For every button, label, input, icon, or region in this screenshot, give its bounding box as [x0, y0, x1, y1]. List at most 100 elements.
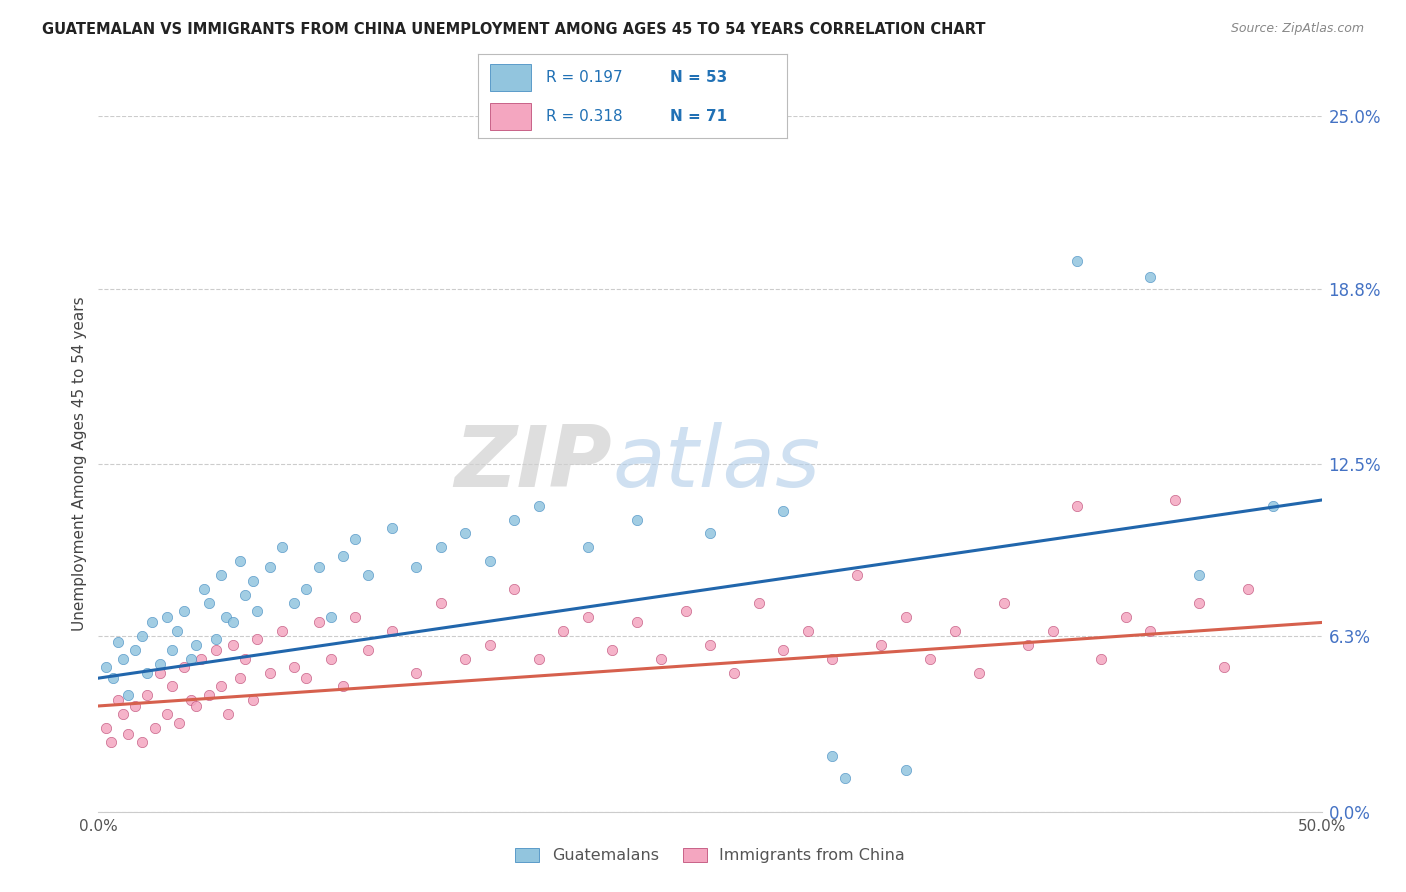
Point	[160, 643, 183, 657]
Point	[233, 588, 256, 602]
Point	[1066, 253, 1088, 268]
Point	[131, 629, 153, 643]
Point	[246, 632, 269, 647]
Point	[993, 596, 1015, 610]
Point	[845, 568, 868, 582]
Point	[94, 721, 117, 735]
Point	[156, 610, 179, 624]
Point	[381, 521, 404, 535]
Point	[332, 680, 354, 694]
Point	[454, 526, 477, 541]
Point	[190, 651, 212, 665]
Point	[1066, 499, 1088, 513]
Point	[186, 698, 208, 713]
Point	[107, 635, 129, 649]
Point	[454, 651, 477, 665]
Point	[870, 638, 893, 652]
Point	[242, 574, 264, 588]
Text: N = 53: N = 53	[669, 70, 727, 85]
Point	[626, 512, 648, 526]
Point	[222, 638, 245, 652]
Point	[197, 688, 219, 702]
Y-axis label: Unemployment Among Ages 45 to 54 years: Unemployment Among Ages 45 to 54 years	[72, 296, 87, 632]
Point	[319, 610, 342, 624]
Point	[295, 582, 318, 596]
Point	[160, 680, 183, 694]
Point	[405, 665, 427, 680]
Point	[1115, 610, 1137, 624]
Point	[553, 624, 575, 638]
Point	[405, 559, 427, 574]
Point	[101, 671, 124, 685]
Point	[430, 541, 453, 555]
Point	[1188, 568, 1211, 582]
Point	[503, 582, 526, 596]
Point	[186, 638, 208, 652]
Point	[141, 615, 163, 630]
Point	[600, 643, 623, 657]
Point	[894, 763, 917, 777]
Point	[283, 660, 305, 674]
Point	[967, 665, 990, 680]
Point	[295, 671, 318, 685]
Point	[920, 651, 942, 665]
Point	[217, 707, 239, 722]
Point	[1164, 493, 1187, 508]
Point	[308, 559, 330, 574]
Point	[143, 721, 166, 735]
Legend: Guatemalans, Immigrants from China: Guatemalans, Immigrants from China	[509, 841, 911, 870]
Point	[117, 688, 139, 702]
Point	[259, 665, 281, 680]
Point	[748, 596, 770, 610]
Point	[626, 615, 648, 630]
Point	[136, 665, 159, 680]
Text: ZIP: ZIP	[454, 422, 612, 506]
Point	[381, 624, 404, 638]
Point	[283, 596, 305, 610]
Point	[229, 554, 252, 568]
Point	[270, 624, 294, 638]
Point	[430, 596, 453, 610]
Point	[503, 512, 526, 526]
Point	[107, 693, 129, 707]
Point	[180, 651, 202, 665]
Point	[821, 749, 844, 764]
Point	[344, 610, 367, 624]
Point	[834, 772, 856, 786]
Point	[94, 660, 117, 674]
Point	[894, 610, 917, 624]
Point	[193, 582, 215, 596]
Point	[136, 688, 159, 702]
Point	[270, 541, 294, 555]
Point	[117, 727, 139, 741]
Point	[246, 604, 269, 618]
Text: R = 0.318: R = 0.318	[546, 109, 623, 124]
Point	[675, 604, 697, 618]
Point	[1261, 499, 1284, 513]
Point	[821, 651, 844, 665]
Point	[131, 735, 153, 749]
Point	[111, 651, 134, 665]
Text: atlas: atlas	[612, 422, 820, 506]
Point	[1139, 624, 1161, 638]
Point	[197, 596, 219, 610]
Point	[124, 698, 146, 713]
Point	[180, 693, 202, 707]
Point	[222, 615, 245, 630]
Point	[229, 671, 252, 685]
Point	[1042, 624, 1064, 638]
Point	[167, 715, 190, 730]
Point	[100, 735, 122, 749]
Point	[173, 604, 195, 618]
Point	[478, 638, 501, 652]
Point	[124, 643, 146, 657]
Point	[1237, 582, 1260, 596]
Point	[527, 499, 550, 513]
Point	[356, 643, 378, 657]
Point	[332, 549, 354, 563]
Point	[772, 504, 794, 518]
Point	[205, 643, 228, 657]
Point	[723, 665, 745, 680]
Point	[797, 624, 820, 638]
Point	[111, 707, 134, 722]
